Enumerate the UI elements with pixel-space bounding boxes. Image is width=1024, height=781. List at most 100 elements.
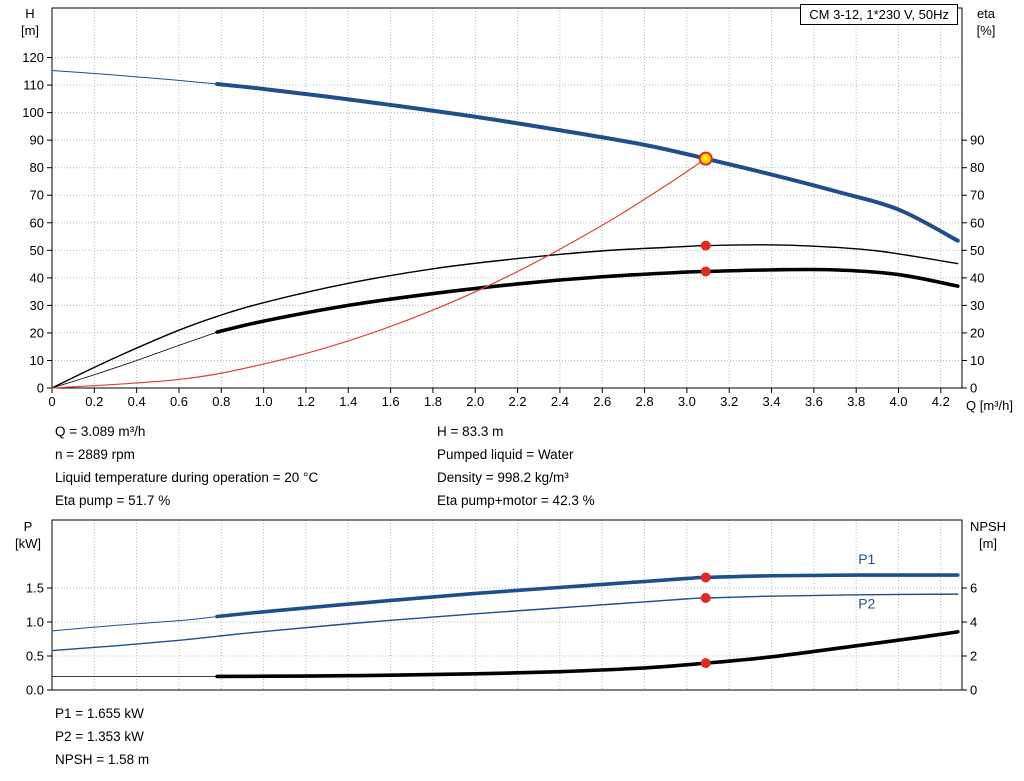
info-eta-pump-motor: Eta pump+motor = 42.3 % <box>437 493 595 508</box>
y-right-tick-label: 40 <box>970 270 984 285</box>
eta-axis-title: eta [%] <box>964 5 1008 39</box>
h-axis-unit: [m] <box>20 23 40 38</box>
x-tick-label: 0.6 <box>170 394 188 409</box>
qh-eta-chart: 0 10 20 30 40 50 60 70 80 90 100 110 120 0 10 20 30 40 50 6… <box>22 7 984 409</box>
y-left-tick-label: 30 <box>30 298 44 313</box>
x-tick-label: 1.0 <box>255 394 273 409</box>
eta-axis-symbol: eta <box>976 6 996 21</box>
y-right-tick-label: 90 <box>970 133 984 148</box>
y-right-tick-label: 2 <box>970 649 977 664</box>
x-tick-label: 3.4 <box>762 394 780 409</box>
x-tick-label: 3.6 <box>805 394 823 409</box>
info-eta-pump: Eta pump = 51.7 % <box>55 493 171 508</box>
info-p1: P1 = 1.655 kW <box>55 706 144 721</box>
power-info: P1 = 1.655 kW P2 = 1.353 kW NPSH = 1.58 … <box>55 702 149 771</box>
info-liquid-temperature: Liquid temperature during operation = 20… <box>55 470 319 485</box>
y-left-tick-label: 40 <box>30 270 44 285</box>
y-left-tick-label: 10 <box>30 353 44 368</box>
plot-frame <box>51 519 963 691</box>
npsh-axis-title: NPSH [m] <box>960 518 1016 552</box>
x-tick-label: 1.8 <box>424 394 442 409</box>
y-right-tick-label: 30 <box>970 298 984 313</box>
x-tick-label: 2.6 <box>593 394 611 409</box>
x-tick-label: 4.2 <box>932 394 950 409</box>
eta-pump-motor-curve <box>215 267 960 334</box>
x-tick-label: 1.4 <box>339 394 357 409</box>
h-axis-title: H [m] <box>12 5 48 39</box>
y-left-tick-label: 1.5 <box>26 581 44 596</box>
p1-point <box>700 572 711 583</box>
duty-point <box>698 151 713 166</box>
x-tick-label: 3.2 <box>720 394 738 409</box>
y-right-tick-label: 50 <box>970 243 984 258</box>
info-npsh: NPSH = 1.58 m <box>55 752 150 767</box>
info-speed: n = 2889 rpm <box>55 447 135 462</box>
x-tick-label: 1.6 <box>382 394 400 409</box>
eta-pump-curve <box>51 244 959 389</box>
p-axis-unit: [kW] <box>15 536 41 551</box>
y-right-tick-label: 0 <box>970 683 977 698</box>
y-right-tick-label: 0 <box>970 381 977 396</box>
info-p2: P2 = 1.353 kW <box>55 729 144 744</box>
y-left-tick-label: 100 <box>22 105 44 120</box>
x-tick-label: 2.0 <box>466 394 484 409</box>
p2-curve <box>51 593 959 652</box>
x-tick-label: 0.8 <box>212 394 230 409</box>
curve-label-P1: P1 <box>858 551 875 567</box>
y-left-tick-label: 110 <box>23 78 44 93</box>
npsh-curve <box>215 630 960 679</box>
system-curve <box>51 158 707 389</box>
info-head: H = 83.3 m <box>437 424 504 439</box>
x-tick-label: 0.2 <box>85 394 103 409</box>
x-tick-label: 1.2 <box>297 394 315 409</box>
eta-pump-motor-curve <box>51 331 218 389</box>
y-right-tick-label: 70 <box>970 188 984 203</box>
y-right-tick-label: 20 <box>970 325 984 340</box>
p1-curve <box>51 616 218 632</box>
y-right-tick-label: 10 <box>970 353 984 368</box>
y-left-tick-label: 60 <box>30 215 44 230</box>
y-left-tick-label: 0 <box>37 381 44 396</box>
x-tick-label: 2.2 <box>509 394 527 409</box>
x-tick-label: 0 <box>48 394 55 409</box>
x-tick-label: 3.8 <box>847 394 865 409</box>
info-density: Density = 998.2 kg/m³ <box>437 470 569 485</box>
y-right-tick-label: 6 <box>970 581 977 596</box>
npsh-point <box>700 658 711 669</box>
npsh-axis-symbol: NPSH <box>969 519 1007 534</box>
pump-title-box: CM 3-12, 1*230 V, 50Hz <box>800 4 958 25</box>
x-tick-label: 2.8 <box>636 394 654 409</box>
q-axis-title: Q [m³/h] <box>966 398 1013 413</box>
duty-info-left: Q = 3.089 m³/h n = 2889 rpm Liquid tempe… <box>55 420 318 512</box>
y-right-tick-label: 80 <box>970 160 984 175</box>
head-curve <box>215 82 960 243</box>
curve-label-P2: P2 <box>858 595 875 611</box>
p2-point <box>700 593 711 603</box>
p-axis-title: P [kW] <box>8 518 48 552</box>
x-tick-label: 2.4 <box>551 394 569 409</box>
y-right-tick-label: 4 <box>970 615 977 630</box>
p1-curve <box>215 573 960 619</box>
eta-axis-unit: [%] <box>976 23 996 38</box>
plot-frame <box>51 7 963 389</box>
info-flow: Q = 3.089 m³/h <box>55 424 146 439</box>
y-right-tick-label: 60 <box>970 215 984 230</box>
h-axis-symbol: H <box>25 6 35 21</box>
x-tick-label: 3.0 <box>678 394 696 409</box>
duty-info-right: H = 83.3 m Pumped liquid = Water Density… <box>437 420 595 512</box>
y-left-tick-label: 90 <box>30 133 44 148</box>
eta-pump-point <box>700 240 711 251</box>
p-axis-symbol: P <box>23 519 33 534</box>
y-left-tick-label: 1.0 <box>26 615 44 630</box>
y-left-tick-label: 0.0 <box>26 683 44 698</box>
y-left-tick-label: 80 <box>30 160 44 175</box>
y-left-tick-label: 20 <box>30 325 44 340</box>
npsh-axis-unit: [m] <box>978 536 998 551</box>
y-left-tick-label: 0.5 <box>26 649 44 664</box>
y-left-tick-label: 70 <box>30 188 44 203</box>
eta-pump-motor-point <box>700 266 711 277</box>
x-tick-label: 4.0 <box>889 394 907 409</box>
y-left-tick-label: 120 <box>22 50 44 65</box>
power-npsh-chart: 0.0 0.5 1.0 1.5 0 2 4 6 P1 P2 <box>26 519 977 698</box>
